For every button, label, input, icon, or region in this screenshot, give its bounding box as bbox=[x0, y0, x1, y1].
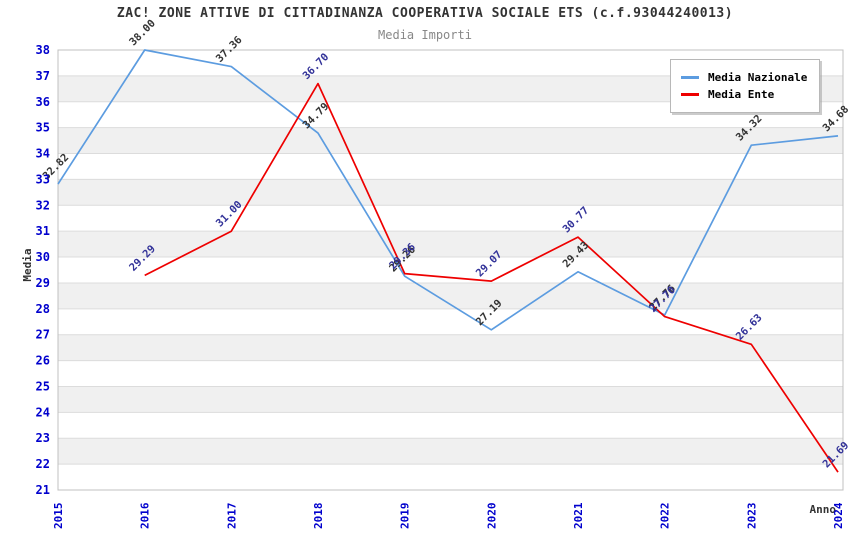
x-tick-label: 2024 bbox=[832, 502, 845, 529]
x-tick-label: 2017 bbox=[225, 503, 238, 530]
x-axis-title: Anno bbox=[809, 503, 837, 516]
legend-box: Media Nazionale Media Ente bbox=[670, 59, 821, 113]
legend-label: Media Ente bbox=[708, 88, 775, 101]
y-tick-label: 33 bbox=[36, 172, 50, 186]
x-tick-label: 2016 bbox=[139, 502, 152, 529]
data-label: 37.36 bbox=[214, 34, 245, 65]
y-tick-label: 23 bbox=[36, 431, 50, 445]
y-tick-label: 30 bbox=[36, 250, 50, 264]
y-tick-label: 26 bbox=[36, 354, 50, 368]
y-tick-label: 36 bbox=[36, 95, 50, 109]
data-label: 38.00 bbox=[127, 17, 158, 48]
y-tick-label: 21 bbox=[36, 483, 50, 497]
y-tick-label: 25 bbox=[36, 379, 50, 393]
grid-band bbox=[58, 386, 843, 413]
y-tick-label: 24 bbox=[36, 405, 50, 419]
y-tick-label: 38 bbox=[36, 43, 50, 57]
grid-band bbox=[58, 438, 843, 465]
x-tick-label: 2015 bbox=[52, 503, 65, 530]
legend-item: Media Ente bbox=[681, 88, 807, 101]
y-tick-label: 29 bbox=[36, 276, 50, 290]
x-tick-label: 2018 bbox=[312, 503, 325, 530]
x-tick-label: 2020 bbox=[485, 503, 498, 530]
x-tick-label: 2021 bbox=[572, 502, 585, 529]
grid-band bbox=[58, 179, 843, 206]
legend-label: Media Nazionale bbox=[708, 71, 808, 84]
y-tick-label: 37 bbox=[36, 69, 50, 83]
y-tick-label: 34 bbox=[36, 147, 50, 161]
plot-frame bbox=[57, 49, 844, 491]
legend-swatch-line bbox=[681, 76, 699, 79]
legend-swatch-line bbox=[681, 93, 699, 96]
y-tick-label: 27 bbox=[36, 328, 50, 342]
y-tick-label: 22 bbox=[36, 457, 50, 471]
chart-title: ZAC! ZONE ATTIVE DI CITTADINANZA COOPERA… bbox=[116, 6, 734, 21]
grid-band bbox=[58, 127, 843, 154]
grid-band bbox=[58, 334, 843, 361]
legend-item: Media Nazionale bbox=[681, 71, 807, 84]
chart-subtitle: Media Importi bbox=[378, 28, 472, 42]
x-tick-label: 2019 bbox=[399, 503, 412, 530]
y-tick-label: 31 bbox=[36, 224, 50, 238]
grid-band bbox=[58, 231, 843, 258]
y-tick-label: 35 bbox=[36, 121, 50, 135]
y-tick-label: 28 bbox=[36, 302, 50, 316]
series-line-media-ente bbox=[144, 82, 839, 473]
x-tick-label: 2022 bbox=[659, 503, 672, 530]
y-tick-label: 32 bbox=[36, 198, 50, 212]
x-tick-label: 2023 bbox=[745, 503, 758, 530]
series-line-media-nazionale bbox=[57, 49, 839, 331]
